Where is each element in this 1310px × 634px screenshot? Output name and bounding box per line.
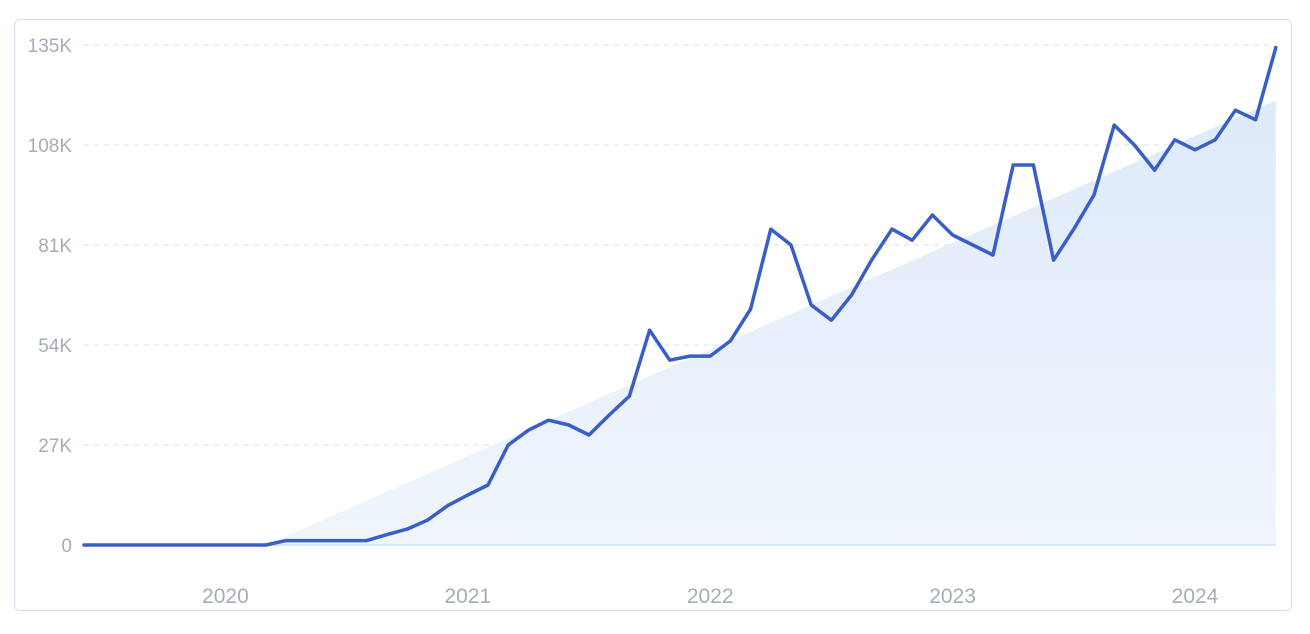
data-point bbox=[244, 543, 247, 547]
data-point bbox=[628, 394, 631, 398]
data-point bbox=[890, 227, 894, 231]
data-point bbox=[406, 527, 409, 531]
data-point bbox=[103, 543, 106, 547]
data-point bbox=[1092, 193, 1096, 197]
data-point bbox=[1254, 118, 1257, 122]
data-point bbox=[1072, 227, 1076, 231]
data-point bbox=[365, 539, 368, 542]
y-axis-ticks: 0 27K 54K 81K 108K 135K bbox=[28, 36, 73, 557]
data-point bbox=[688, 354, 692, 358]
y-tick-label: 135K bbox=[28, 36, 73, 57]
series-line bbox=[82, 45, 1278, 547]
data-point bbox=[729, 339, 732, 343]
data-point bbox=[264, 543, 267, 547]
data-point bbox=[850, 293, 853, 297]
data-point bbox=[1113, 123, 1116, 127]
data-point bbox=[204, 543, 207, 547]
x-axis-ticks: 2020 2021 2022 2023 2024 bbox=[202, 585, 1219, 608]
data-point bbox=[385, 533, 389, 536]
data-point bbox=[284, 539, 288, 542]
data-point bbox=[143, 543, 146, 547]
data-point bbox=[1274, 46, 1278, 49]
trend-area bbox=[265, 100, 1276, 546]
data-point bbox=[1173, 138, 1177, 141]
data-point bbox=[608, 413, 611, 417]
data-point bbox=[668, 359, 671, 362]
data-point bbox=[769, 227, 772, 231]
data-point bbox=[648, 329, 651, 332]
data-point bbox=[587, 433, 591, 437]
data-point bbox=[486, 483, 490, 487]
data-point bbox=[183, 543, 187, 547]
data-point bbox=[991, 253, 995, 257]
data-point bbox=[830, 319, 833, 322]
y-tick-label: 108K bbox=[28, 136, 73, 157]
data-point bbox=[1052, 259, 1055, 262]
data-point bbox=[224, 543, 227, 547]
data-point bbox=[1133, 143, 1136, 147]
data-point bbox=[911, 239, 914, 242]
data-point bbox=[709, 354, 712, 358]
x-tick-label: 2023 bbox=[929, 585, 976, 608]
data-point bbox=[1012, 163, 1015, 167]
x-tick-label: 2020 bbox=[202, 585, 249, 608]
x-tick-label: 2022 bbox=[687, 585, 734, 608]
trend-area-shape bbox=[265, 100, 1276, 546]
data-point bbox=[547, 419, 550, 422]
data-point bbox=[82, 543, 86, 547]
data-point bbox=[1234, 109, 1237, 112]
data-point bbox=[163, 543, 166, 547]
data-point bbox=[507, 443, 510, 447]
data-point bbox=[345, 539, 348, 542]
data-point bbox=[1032, 163, 1035, 167]
data-point bbox=[951, 233, 954, 237]
data-point bbox=[971, 243, 974, 247]
data-point bbox=[527, 429, 530, 432]
data-point bbox=[305, 539, 308, 542]
y-tick-label: 0 bbox=[61, 536, 72, 557]
y-tick-label: 27K bbox=[38, 436, 72, 457]
data-point bbox=[446, 504, 449, 507]
x-tick-label: 2021 bbox=[444, 585, 491, 608]
data-point bbox=[1153, 169, 1156, 172]
data-point bbox=[325, 539, 328, 542]
data-point bbox=[426, 519, 429, 522]
series-line-path bbox=[82, 45, 1278, 547]
y-tick-label: 81K bbox=[38, 236, 72, 257]
x-tick-label: 2024 bbox=[1172, 585, 1219, 608]
data-point bbox=[567, 423, 570, 427]
data-point bbox=[810, 303, 813, 307]
data-point bbox=[1214, 138, 1217, 141]
data-point bbox=[749, 307, 752, 311]
y-tick-label: 54K bbox=[38, 336, 72, 357]
data-point bbox=[870, 258, 873, 261]
data-point bbox=[123, 543, 126, 547]
data-point bbox=[789, 243, 793, 247]
data-point bbox=[931, 213, 934, 217]
data-point bbox=[466, 493, 469, 497]
data-point bbox=[1193, 148, 1197, 151]
